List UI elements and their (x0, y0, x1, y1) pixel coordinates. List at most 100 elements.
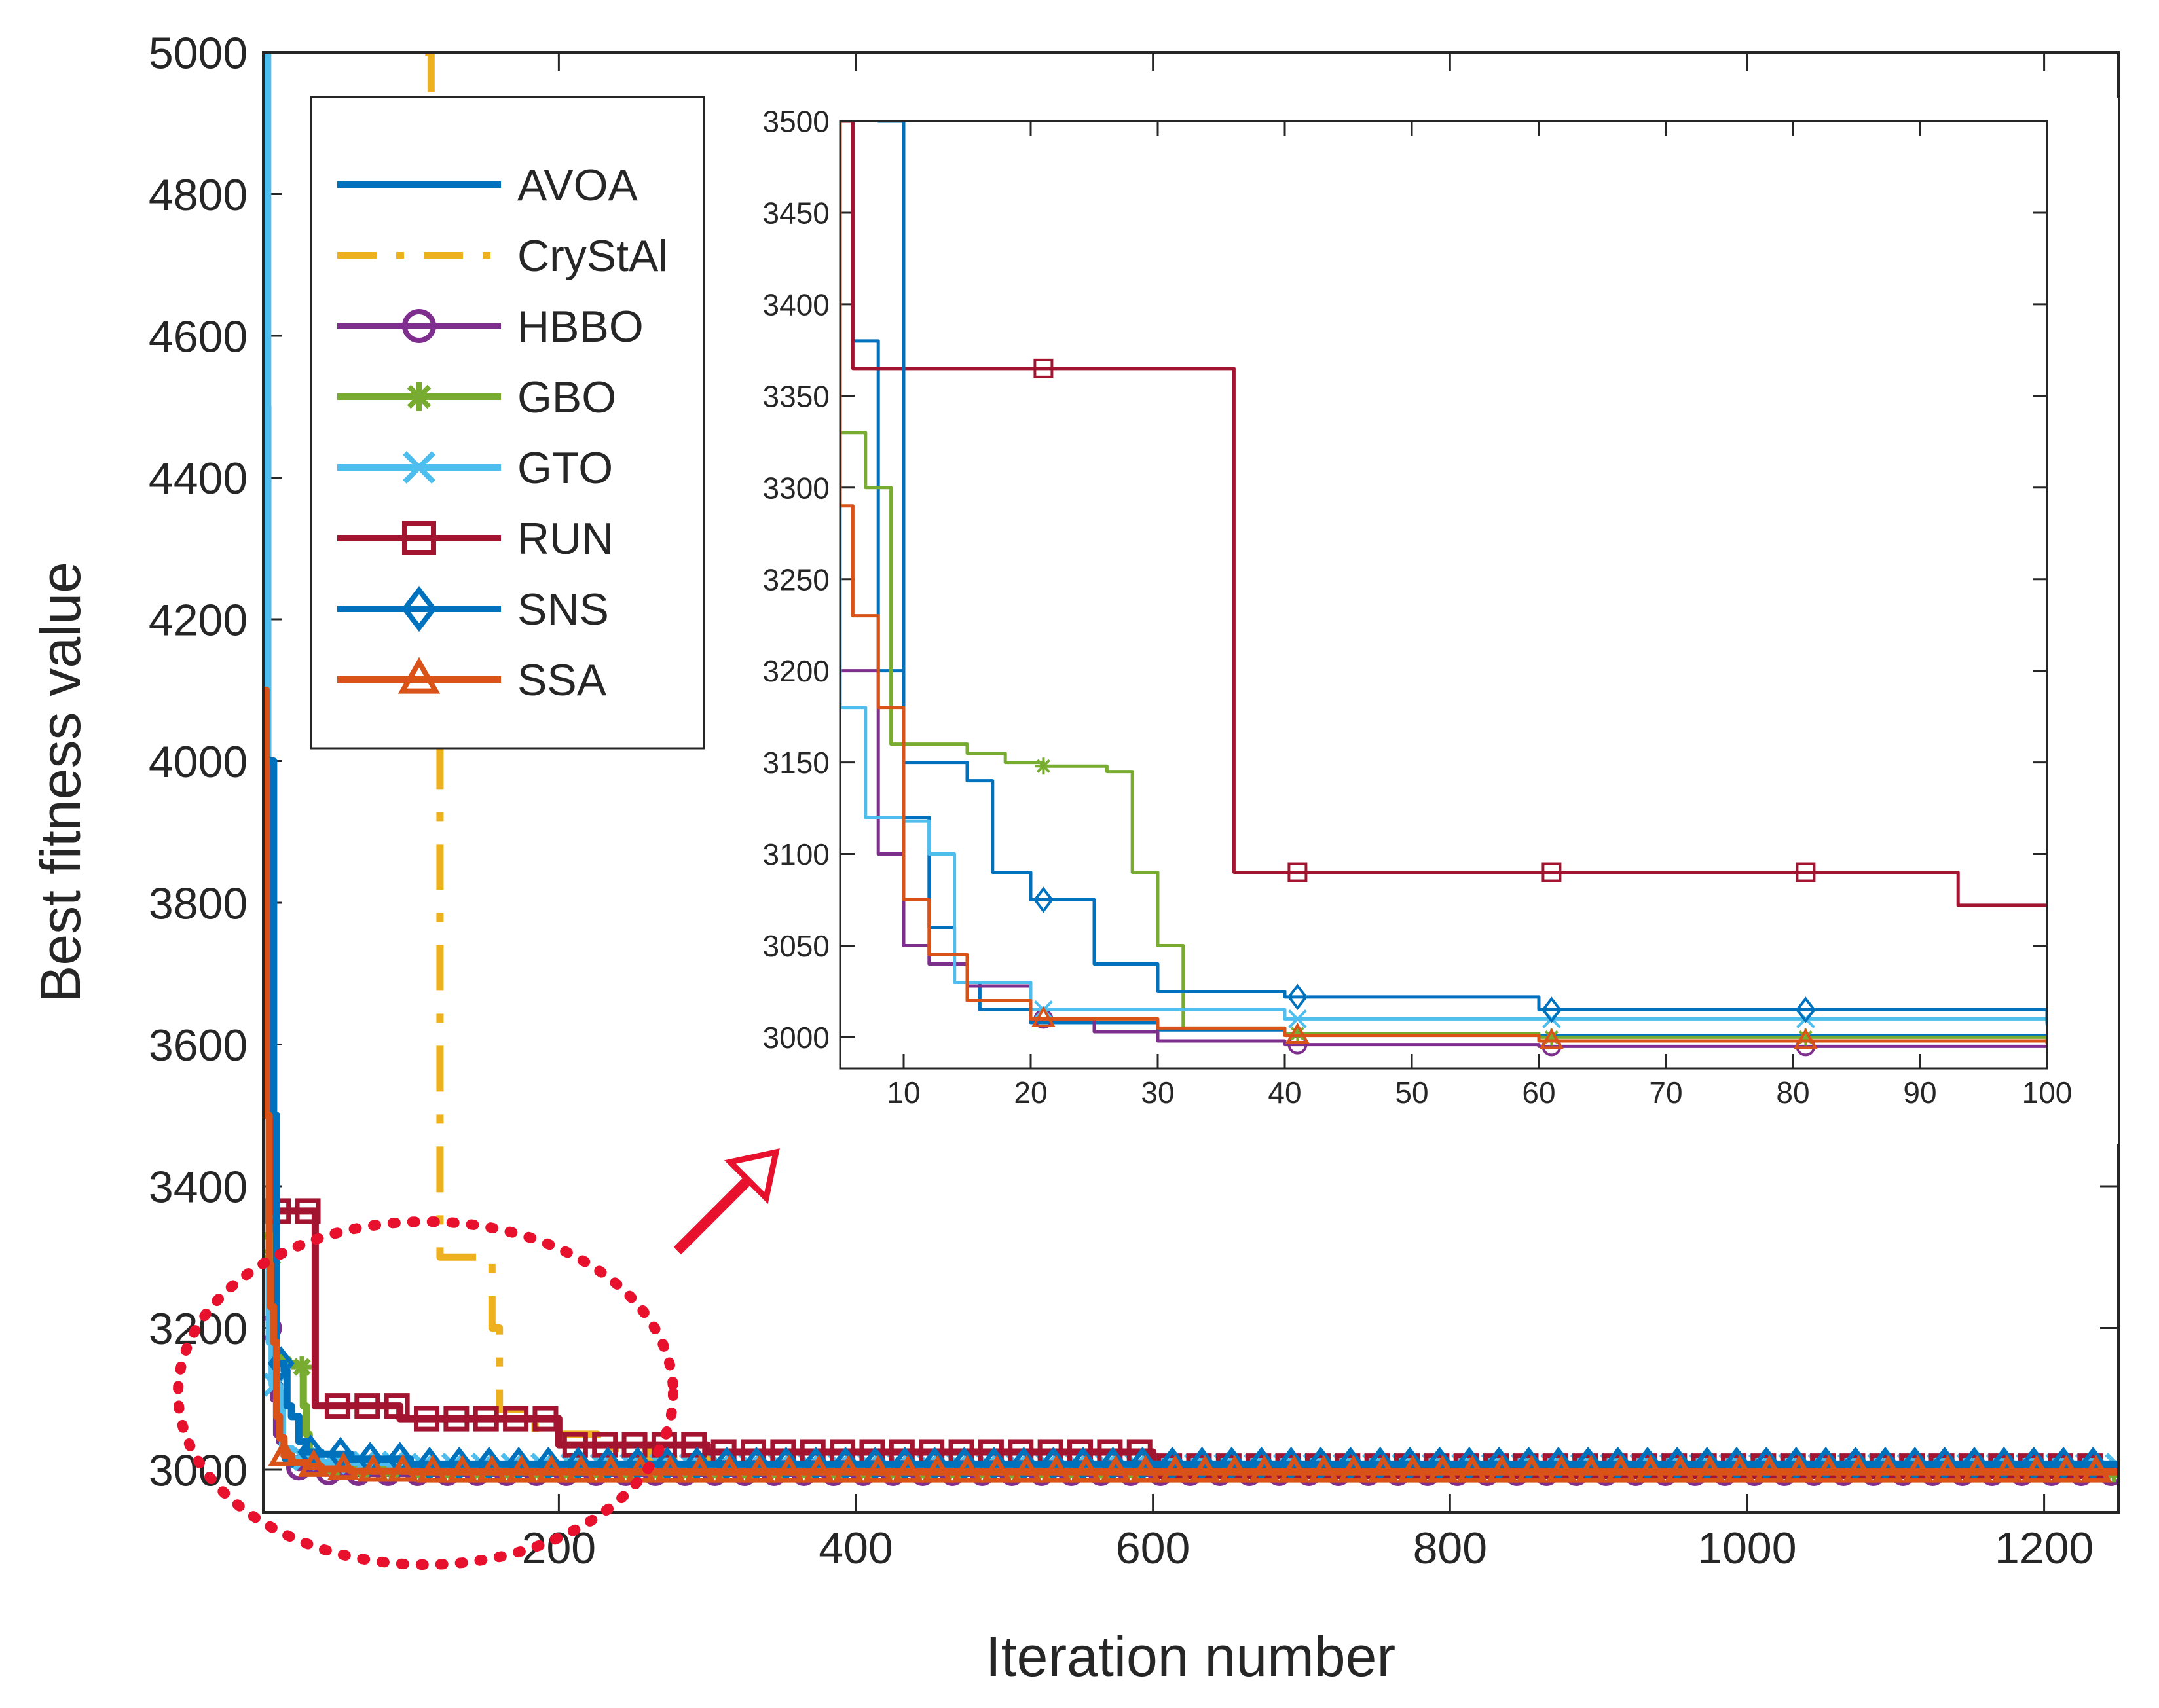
inset-marker-gbo (1289, 1025, 1306, 1042)
legend-label: GBO (517, 372, 616, 422)
legend-marker-run (402, 521, 436, 555)
main-marker-ssa (1129, 1455, 1162, 1483)
main-marker-sns (1278, 1446, 1305, 1481)
main-y-tick-label: 3000 (149, 1446, 248, 1496)
inset-x-tick-label: 30 (1141, 1076, 1174, 1110)
inset-y-tick-label: 3050 (763, 929, 830, 963)
main-marker-sns (1337, 1446, 1364, 1481)
inset-x-tick-label: 50 (1395, 1076, 1428, 1110)
main-marker-run (354, 1393, 380, 1419)
legend-label: RUN (517, 514, 614, 564)
main-marker-ssa (1337, 1455, 1370, 1483)
main-marker-sns (564, 1446, 592, 1481)
main-marker-ssa (1189, 1455, 1221, 1483)
inset-y-tick-label: 3350 (763, 379, 830, 413)
inset-x-tick-label: 40 (1268, 1076, 1301, 1110)
inset-marker-run (1033, 358, 1054, 378)
main-marker-sns (1693, 1446, 1721, 1481)
main-marker-gbo (291, 1356, 312, 1378)
inset-marker-ssa (1031, 1006, 1056, 1027)
main-y-tick-label: 4800 (149, 170, 248, 220)
main-marker-sns (1129, 1446, 1156, 1481)
inset-series-line-ssa (840, 121, 2047, 1045)
main-marker-sns (1545, 1446, 1572, 1481)
main-marker-sns (1040, 1446, 1067, 1481)
main-x-tick-label: 800 (1413, 1523, 1487, 1573)
main-marker-ssa (1931, 1455, 1964, 1483)
main-marker-sns (921, 1446, 948, 1481)
main-marker-ssa (1278, 1455, 1310, 1483)
main-marker-run (384, 1393, 410, 1419)
main-marker-run (295, 1198, 321, 1224)
inset-y-tick-label: 3400 (763, 287, 830, 321)
main-x-tick-label: 600 (1116, 1523, 1190, 1573)
inset-x-tick-label: 60 (1522, 1076, 1555, 1110)
main-marker-sns (1426, 1446, 1453, 1481)
main-x-tick-label: 400 (819, 1523, 893, 1573)
main-marker-ssa (1426, 1455, 1459, 1483)
main-marker-ssa (1070, 1455, 1103, 1483)
main-marker-sns (1961, 1446, 1988, 1481)
main-marker-run (503, 1406, 529, 1432)
main-marker-sns (475, 1446, 503, 1481)
main-marker-ssa (1724, 1455, 1756, 1483)
legend-marker-hbbo (402, 309, 436, 343)
main-marker-run (473, 1406, 499, 1432)
main-y-tick-label: 5000 (149, 28, 248, 78)
main-marker-sns (1456, 1446, 1483, 1481)
main-marker-sns (1782, 1446, 1810, 1481)
main-marker-ssa (1902, 1455, 1934, 1483)
main-y-tick-label: 3600 (149, 1021, 248, 1070)
main-marker-sns (2080, 1446, 2107, 1481)
main-marker-run (414, 1406, 440, 1432)
main-marker-sns (1604, 1446, 1632, 1481)
main-marker-sns (980, 1446, 1008, 1481)
main-marker-sns (1069, 1446, 1097, 1481)
legend-marker-gbo (405, 382, 434, 411)
legend-label: AVOA (517, 160, 638, 210)
legend-marker-gto (403, 451, 435, 484)
inset-background (741, 98, 2118, 1144)
main-marker-sns (416, 1446, 443, 1481)
main-marker-ssa (1397, 1455, 1430, 1483)
main-marker-sns (862, 1446, 889, 1481)
main-marker-ssa (1040, 1455, 1073, 1483)
inset-marker-ssa (1285, 1023, 1310, 1044)
main-y-tick-label: 4600 (149, 312, 248, 361)
main-y-tick-label: 3800 (149, 879, 248, 929)
inset-x-tick-label: 90 (1903, 1076, 1936, 1110)
main-axes: 200 400 600 800 1000 120030003200340036003800… (149, 28, 2118, 1573)
inset-y-tick-label: 3300 (763, 471, 830, 505)
inset-series-line-sns (876, 121, 2047, 1025)
inset-marker-sns (1795, 996, 1816, 1023)
main-marker-sns (1990, 1446, 2018, 1481)
legend-marker-ssa (397, 657, 441, 694)
main-marker-ssa (1456, 1455, 1488, 1483)
main-y-tick-label: 3400 (149, 1163, 248, 1212)
main-marker-ssa (564, 1455, 597, 1483)
main-y-tick-label: 4200 (149, 595, 248, 645)
main-marker-sns (891, 1446, 919, 1481)
main-marker-ssa (1634, 1455, 1667, 1483)
main-marker-sns (1634, 1446, 1661, 1481)
zoom-annotation (173, 1148, 780, 1570)
main-marker-ssa (297, 1449, 330, 1477)
main-marker-ssa (1486, 1455, 1519, 1483)
main-y-tick-label: 4000 (149, 737, 248, 787)
callout-arrow (673, 1148, 780, 1255)
main-marker-ssa (2050, 1455, 2083, 1483)
main-marker-ssa (506, 1455, 538, 1483)
inset-x-tick-label: 70 (1649, 1076, 1682, 1110)
inset-marker-gto (1287, 1009, 1307, 1028)
main-marker-ssa (1813, 1455, 1845, 1483)
main-marker-ssa (951, 1455, 984, 1483)
main-marker-ssa (268, 1438, 301, 1466)
main-marker-sns (1723, 1446, 1750, 1481)
zoom-region-ellipse (173, 1216, 678, 1570)
main-axes-box (262, 51, 2120, 1514)
main-marker-sns (1307, 1446, 1335, 1481)
main-marker-ssa (1991, 1455, 2023, 1483)
main-marker-sns (1931, 1446, 1959, 1481)
